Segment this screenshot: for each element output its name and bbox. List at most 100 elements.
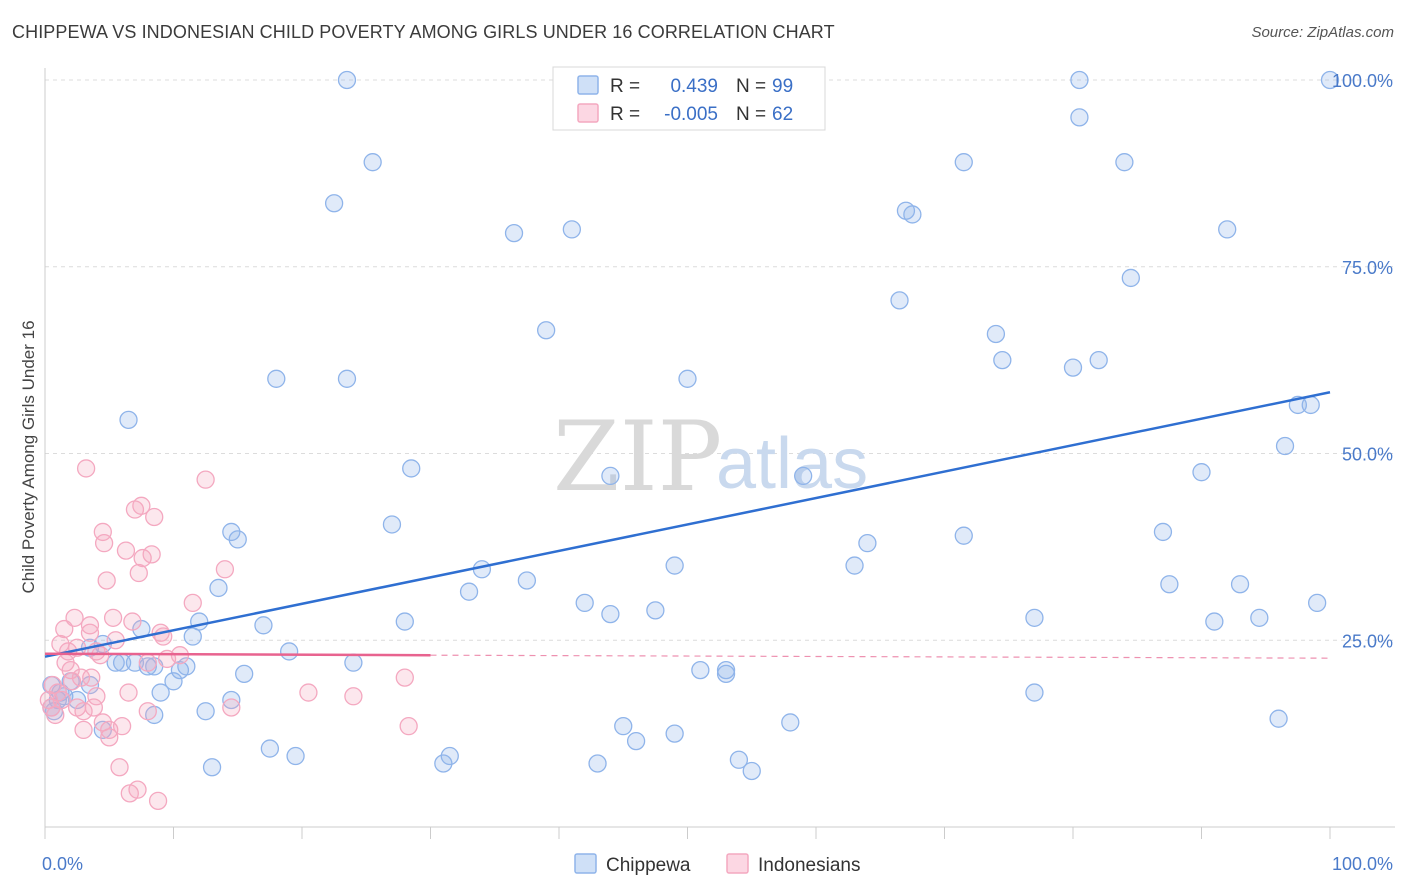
chippewa-point [337,369,357,388]
chippewa-point [986,324,1006,344]
indonesians-point [112,717,132,736]
chippewa-point [1153,522,1173,542]
indonesians-point [52,690,71,710]
indonesians-point [71,668,91,687]
y-tick-label-50: 50.0% [1342,445,1393,465]
chippewa-point [382,515,402,534]
trend-lines [44,391,1331,659]
chippewa-point [1320,70,1340,90]
indonesians-point [76,459,96,478]
legend-n-value-2: 62 [772,104,793,125]
chippewa-point [151,683,170,702]
chippewa-point [459,582,479,601]
source-label: Source: ZipAtlas.com [1251,24,1394,41]
indonesians-point [128,780,147,799]
indonesians-point [399,717,418,736]
indonesians-point [55,619,74,639]
indonesians-point [132,496,151,515]
y-tick-label-25: 25.0% [1342,631,1393,651]
indonesians-point [344,687,363,706]
chippewa-point [363,153,382,172]
indonesians-point [119,683,138,702]
indonesians-point [94,533,114,553]
chippewa-point [1160,575,1179,594]
indonesians-point [395,668,414,687]
chippewa-point [890,291,909,310]
chippewa-point [626,731,646,751]
legend-bottom: Chippewa Indonesians [574,853,860,876]
chippewa-point [1250,608,1269,627]
legend-n-label-1: N = [736,76,766,97]
chippewa-point [601,466,620,486]
chippewa-point [222,522,241,542]
indonesians-point [215,560,235,579]
chippewa-point [858,533,877,553]
chippewa-point [344,653,363,672]
indonesians-point [116,541,136,560]
bottom-legend-swatch-chippewa [574,853,597,874]
chippewa-point [588,754,607,773]
chippewa-point [402,459,421,478]
chippewa-point [1301,395,1320,415]
bottom-legend-label-chippewa: Chippewa [606,855,691,876]
chippewa-point [1192,463,1211,482]
chippewa-point [254,616,273,635]
indonesians-point [183,593,202,613]
chippewa-point [691,660,710,680]
chippewa-point [954,526,973,545]
chippewa-point [440,746,459,766]
chippewa-point [337,70,357,90]
chippewa-point [575,593,594,613]
chippewa-point [324,194,344,213]
legend-r-value-2: -0.005 [664,104,718,125]
chippewa-point [93,720,112,740]
indonesians-point [222,698,241,717]
watermark-zip: ZIP [553,401,722,513]
chippewa-point [395,612,414,631]
y-tick-label-75: 75.0% [1342,258,1393,278]
legend-swatch-chippewa [577,75,599,95]
legend-r-label-1: R = [610,76,640,97]
y-tick-label-100: 100.0% [1332,71,1393,91]
indonesians-point [123,612,142,631]
chippewa-trend-line [44,391,1331,658]
chippewa-point [646,601,665,620]
chippewa-point [1308,593,1327,613]
chippewa-point [1063,358,1083,377]
indonesians-point [148,791,168,811]
chippewa-point [1218,220,1237,239]
chippewa-point [235,664,254,684]
chippewa-point [781,713,800,732]
indonesians-point [97,571,116,590]
chippewa-point [472,560,492,579]
chippewa-point [1070,108,1089,127]
legend-n-value-1: 99 [772,76,793,97]
chippewa-point [614,717,633,736]
legend-r-label-2: R = [610,104,640,125]
chippewa-point [1089,350,1108,370]
indonesians-point [103,608,123,627]
chippewa-point [678,369,697,388]
chippewa-point [729,750,749,769]
chippewa-point [537,321,556,340]
chippewa-point [228,530,247,549]
chippewa-point [209,578,228,598]
chippewa-point [1025,608,1044,627]
chippewa-point [279,642,299,661]
chippewa-point [716,664,736,684]
indonesians-point [91,646,110,665]
chippewa-point [601,604,620,624]
indonesians-point [84,698,103,717]
tick-labels: 25.0% 50.0% 75.0% 100.0% 0.0% 100.0% [42,71,1393,874]
chippewa-point [1025,683,1044,702]
legend-swatch-indonesians [577,103,599,123]
indonesians-point [299,683,318,702]
chippewa-point [190,612,209,631]
indonesians-point [138,653,157,672]
bottom-legend-swatch-indonesians [726,853,749,874]
chippewa-point [260,739,280,758]
chippewa-point [67,690,87,710]
chippewa-point [286,746,305,766]
indonesians-point [74,702,93,721]
chippewa-point [1269,709,1288,728]
